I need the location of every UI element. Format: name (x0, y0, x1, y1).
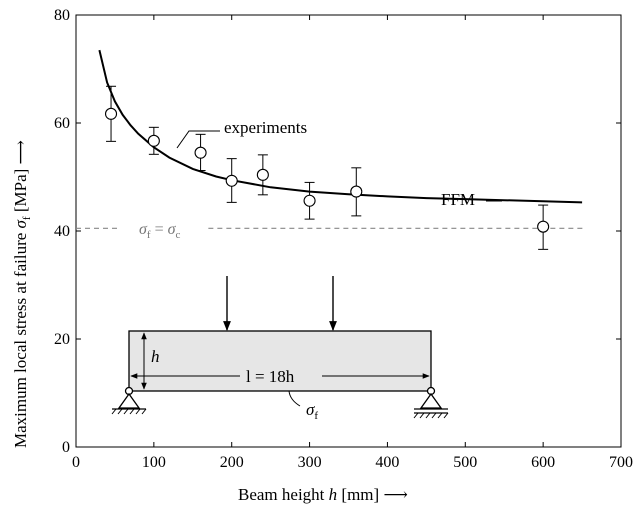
y-axis-title: Maximum local stress at failure σf [MPa]… (11, 140, 33, 448)
experiments-label: experiments (224, 118, 307, 137)
axis-ticks (75, 14, 622, 448)
sigma-c-reference-label: σf = σc (139, 221, 180, 241)
y-tick-label: 20 (54, 331, 70, 348)
ffm-curve-group (98, 49, 583, 204)
x-axis-title: Beam height h [mm] ⟶ (238, 485, 408, 504)
experiment-point (537, 220, 550, 233)
experiment-point (147, 134, 160, 147)
experiment-point (350, 185, 363, 198)
experiment-point (256, 168, 269, 181)
x-tick-label: 600 (531, 454, 555, 471)
length-dimension-label: l = 18h (246, 367, 295, 386)
x-tick-label: 700 (609, 454, 633, 471)
beam-schematic: h l = 18h σf (111, 276, 449, 422)
ffm-label: FFM (441, 190, 475, 209)
x-tick-label: 0 (72, 454, 80, 471)
sigma-f-leader-line (288, 390, 301, 407)
beam-body (128, 330, 432, 392)
x-tick-label: 400 (375, 454, 399, 471)
x-tick-label: 200 (220, 454, 244, 471)
x-tick-label: 300 (298, 454, 322, 471)
experiment-point (225, 174, 238, 187)
sigma-f-label: σf (306, 400, 318, 422)
x-tick-label: 100 (142, 454, 166, 471)
axis-tick-labels: 0 100 200 300 400 500 600 700 0 20 40 60 80 (54, 7, 633, 471)
roller-support-right (413, 386, 449, 419)
experiment-point (303, 194, 316, 207)
experiments-series-group (104, 85, 550, 250)
experiment-point (104, 107, 118, 120)
y-tick-label: 80 (54, 7, 70, 24)
experiments-leader-line (176, 130, 220, 149)
ffm-curve (98, 49, 583, 204)
y-tick-label: 0 (62, 439, 70, 456)
y-tick-label: 40 (54, 223, 70, 240)
x-tick-label: 500 (453, 454, 477, 471)
pin-support-left (111, 386, 147, 415)
height-dimension-label: h (151, 347, 160, 366)
experiment-point (194, 146, 207, 159)
y-tick-label: 60 (54, 115, 70, 132)
